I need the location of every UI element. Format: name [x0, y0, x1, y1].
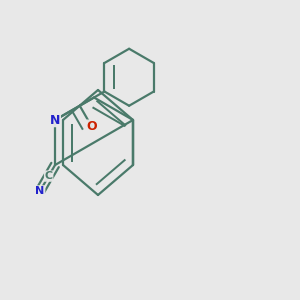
Text: N: N: [50, 113, 60, 127]
Text: C: C: [45, 171, 53, 181]
Text: O: O: [86, 120, 97, 133]
Text: N: N: [35, 186, 45, 196]
